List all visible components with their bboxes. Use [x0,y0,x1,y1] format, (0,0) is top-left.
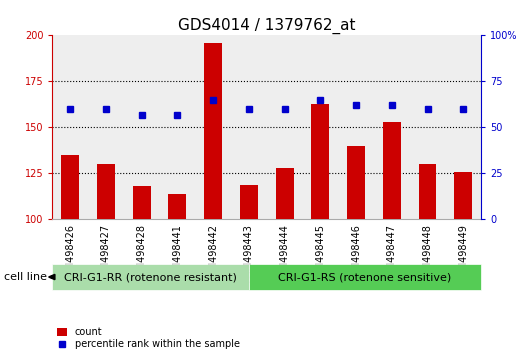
Bar [133,186,151,219]
Bar [97,164,115,219]
Bar [454,172,472,219]
Bar [204,43,222,219]
Text: CRI-G1-RS (rotenone sensitive): CRI-G1-RS (rotenone sensitive) [278,272,452,282]
Bar [347,146,365,219]
Text: CRI-G1-RR (rotenone resistant): CRI-G1-RR (rotenone resistant) [64,272,237,282]
Bar [383,122,401,219]
Bar [168,194,186,219]
Bar [240,184,258,219]
Title: GDS4014 / 1379762_at: GDS4014 / 1379762_at [178,18,356,34]
Legend: count, percentile rank within the sample: count, percentile rank within the sample [57,327,240,349]
Bar [276,168,293,219]
Bar [311,103,329,219]
Bar [61,155,79,219]
Text: cell line: cell line [4,272,47,282]
Bar [418,164,437,219]
